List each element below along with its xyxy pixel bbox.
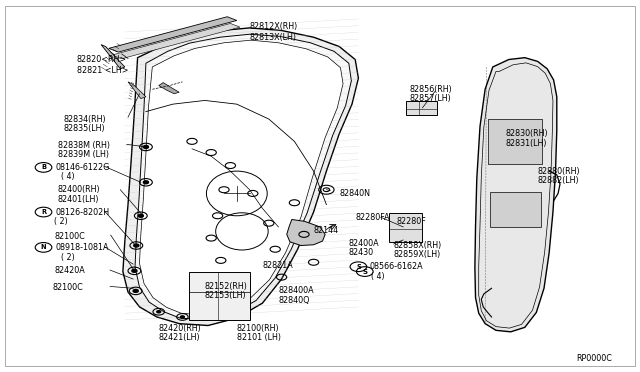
Text: 82280FA: 82280FA [355,213,390,222]
Text: ( 4): ( 4) [371,272,385,280]
Text: 82830(RH): 82830(RH) [506,129,548,138]
Polygon shape [140,40,343,315]
Circle shape [133,289,138,292]
Text: 82153(LH): 82153(LH) [205,291,246,300]
Text: S: S [363,269,367,275]
Text: 08918-1081A: 08918-1081A [55,243,109,252]
Text: 82840N: 82840N [339,189,370,198]
Circle shape [143,181,148,184]
Text: 08126-8202H: 08126-8202H [55,208,109,217]
Text: 82430: 82430 [349,248,374,257]
Text: N: N [41,244,46,250]
Text: 82834(RH): 82834(RH) [64,115,107,124]
Text: 82101 (LH): 82101 (LH) [237,333,281,342]
Polygon shape [159,83,179,94]
Polygon shape [475,58,557,332]
Bar [490,192,541,227]
Text: 82840Q: 82840Q [278,296,310,305]
Text: 82880(RH): 82880(RH) [538,167,580,176]
Text: 82100C: 82100C [54,232,85,241]
Text: 08566-6162A: 08566-6162A [370,262,424,271]
Polygon shape [112,23,240,59]
Text: 82882(LH): 82882(LH) [538,176,579,185]
Polygon shape [128,82,146,99]
Text: 82858X(RH): 82858X(RH) [394,241,442,250]
Text: 82420(RH): 82420(RH) [159,324,202,333]
Text: R: R [41,209,46,215]
Polygon shape [287,219,325,246]
Text: 82813X(LH): 82813X(LH) [250,33,296,42]
Text: 82838M (RH): 82838M (RH) [58,141,109,150]
Text: 82100(RH): 82100(RH) [237,324,280,333]
Bar [488,119,542,164]
Text: 82152(RH): 82152(RH) [205,282,248,291]
Text: 82812X(RH): 82812X(RH) [250,22,298,31]
Circle shape [134,244,139,247]
Text: 82280F: 82280F [397,217,426,226]
Text: 828400A: 828400A [278,286,314,295]
Text: 82400(RH): 82400(RH) [58,185,100,194]
Text: ( 2): ( 2) [54,217,68,226]
Text: 82859X(LH): 82859X(LH) [394,250,441,259]
Bar [406,101,437,115]
Text: 82857(LH): 82857(LH) [410,94,451,103]
Circle shape [138,214,143,217]
Polygon shape [135,34,351,320]
Text: B: B [41,164,46,170]
Text: 82835(LH): 82835(LH) [64,124,106,133]
Circle shape [157,311,161,313]
Text: 82821 <LH>: 82821 <LH> [77,66,128,75]
Text: 82839M (LH): 82839M (LH) [58,150,109,159]
Circle shape [143,145,148,148]
Bar [389,213,422,242]
Text: 82100C: 82100C [52,283,83,292]
Polygon shape [101,45,125,69]
Text: 82421(LH): 82421(LH) [159,333,200,342]
Text: 08146-6122G: 08146-6122G [55,163,109,172]
Text: ( 2): ( 2) [61,253,74,262]
Text: 82820<RH>: 82820<RH> [77,55,127,64]
Text: 82144: 82144 [314,226,339,235]
Polygon shape [109,17,237,52]
Text: 82831(LH): 82831(LH) [506,139,547,148]
Text: 82420A: 82420A [54,266,85,275]
Circle shape [180,316,184,318]
Text: 82821A: 82821A [262,262,293,270]
Text: 82401(LH): 82401(LH) [58,195,99,203]
Polygon shape [123,28,358,326]
Text: 82400A: 82400A [349,239,380,248]
Text: S: S [356,264,361,270]
Circle shape [132,269,137,272]
Bar [189,272,250,320]
Text: RP0000C: RP0000C [576,355,612,363]
Text: 82856(RH): 82856(RH) [410,85,452,94]
Text: ( 4): ( 4) [61,172,74,181]
